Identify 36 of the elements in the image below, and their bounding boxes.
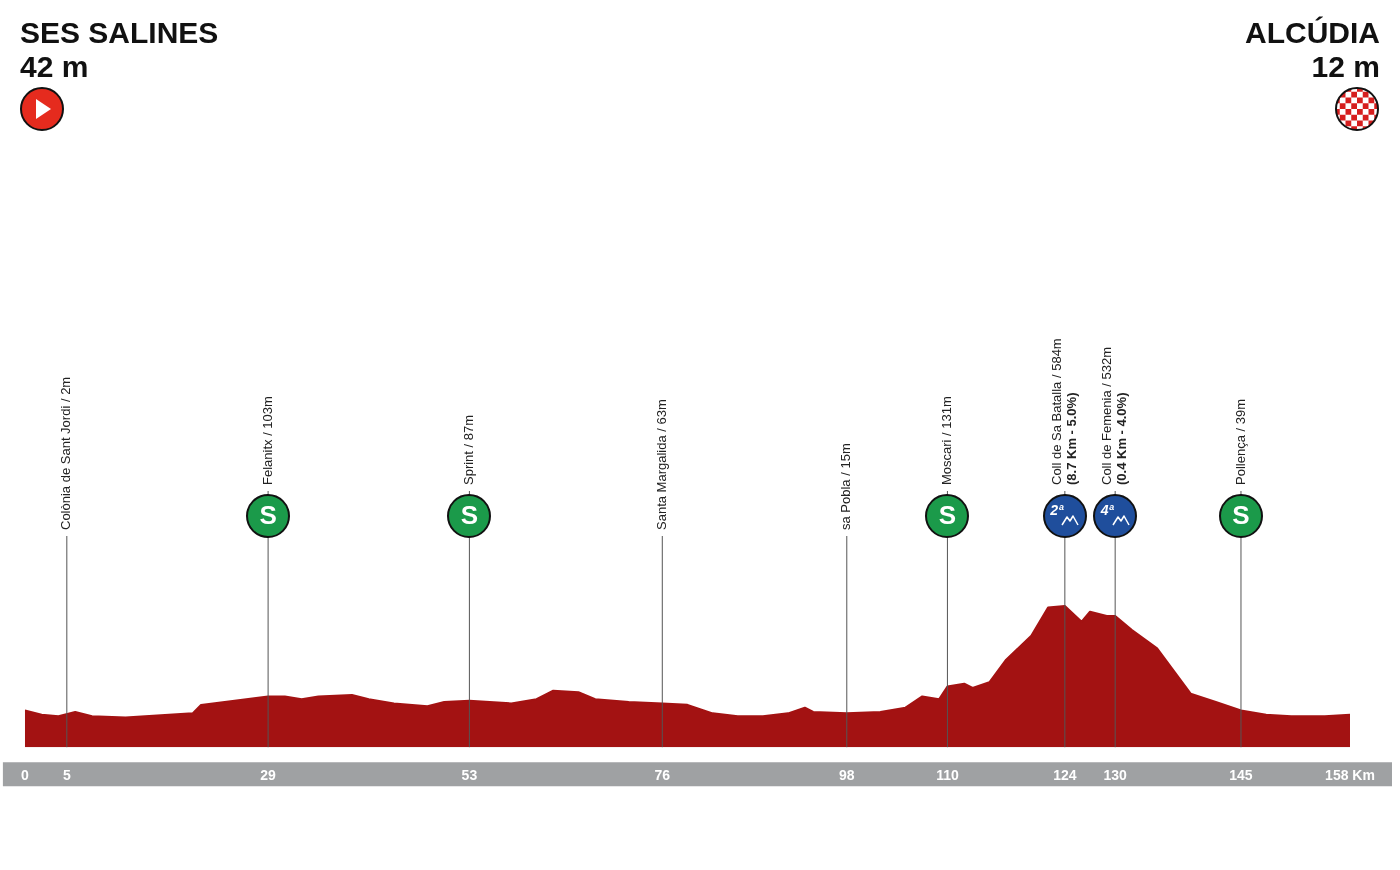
x-tick-label: 158 Km [1325,767,1375,784]
x-tick-label: 29 [260,767,277,784]
annotation: S [259,500,277,532]
badge-icon: S [1218,493,1263,538]
badge-icon: S [246,493,291,538]
x-tick-label: 124 [1053,767,1077,784]
ref-line-label: Felanitx / 103m [259,396,275,485]
annotation: 2ª [1050,501,1064,518]
x-tick-label: 130 [1103,767,1128,784]
ref-line-label: Moscari / 131m [939,396,955,485]
x-tick-label: 110 [936,767,959,784]
annotation: 4ª [1100,501,1114,518]
ref-line-label: Coll de Femenia / 532m (0.4 Km - 4.0%) [1099,346,1130,485]
x-tick-label: 53 [461,767,478,784]
ref-line-label: Coll de Sa Batalla / 584m (8.7 Km - 5.0%) [1048,338,1079,485]
x-tick-label: 145 [1229,767,1253,784]
ref-line-label: Colònia de Sant Jordi / 2m [58,376,74,530]
badge-icon: S [925,493,970,538]
text: 12 m [1310,50,1380,84]
text: ALCÚDIA [1245,16,1380,50]
chart-subtitle: 42 m [20,50,90,84]
badge-icon: S [447,493,492,538]
x-tick-label: 76 [654,767,671,784]
mountain-badge-icon: 2ª [1042,493,1087,538]
x-tick-label: 0 [20,767,29,784]
annotation: S [1232,500,1250,532]
annotation: S [938,500,957,532]
mountain-badge-icon: 4ª [1093,493,1138,538]
ref-line-label: sa Pobla / 15m [838,443,854,530]
ref-line-label: Pollença / 39m [1232,399,1248,485]
x-tick-label: 98 [839,767,855,784]
chart-title: SES SALINES [20,16,219,50]
ref-line-label: Sprint / 87m [460,414,476,485]
ref-line-label: Santa Margalida / 63m [653,399,669,530]
x-tick-label: 5 [62,767,71,784]
annotation: S [460,500,479,532]
